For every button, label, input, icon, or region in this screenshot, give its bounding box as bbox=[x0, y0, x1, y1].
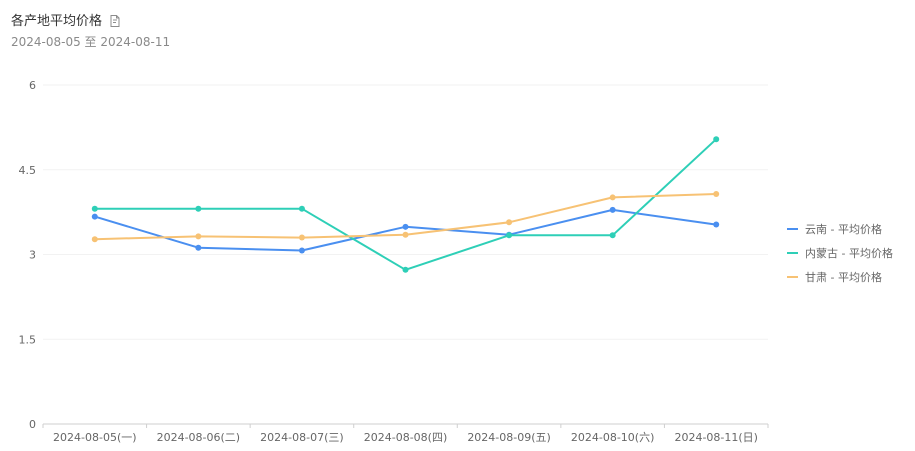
title-row: 各产地平均价格 bbox=[11, 10, 122, 29]
data-point bbox=[91, 213, 98, 220]
data-point bbox=[506, 219, 513, 226]
y-tick-label: 1.5 bbox=[19, 333, 37, 346]
series-lines bbox=[94, 138, 717, 271]
data-point bbox=[298, 234, 305, 241]
y-tick-label: 6 bbox=[29, 79, 36, 92]
data-point bbox=[195, 233, 202, 240]
x-tick-label: 2024-08-10(六) bbox=[571, 431, 655, 444]
legend-item-label: 甘肃 - 平均价格 bbox=[805, 270, 882, 284]
data-point bbox=[91, 205, 98, 212]
data-point bbox=[91, 236, 98, 243]
data-point bbox=[298, 205, 305, 212]
x-tick-label: 2024-08-08(四) bbox=[364, 431, 448, 444]
x-tick-label: 2024-08-09(五) bbox=[467, 431, 551, 444]
legend-item-label: 云南 - 平均价格 bbox=[805, 222, 882, 236]
legend-item-label: 内蒙古 - 平均价格 bbox=[805, 246, 893, 260]
series-points bbox=[91, 136, 720, 273]
data-point bbox=[609, 232, 616, 239]
data-point bbox=[713, 191, 720, 198]
export-icon[interactable] bbox=[108, 13, 122, 27]
y-tick-label: 0 bbox=[29, 418, 36, 431]
x-axis-ticks: 2024-08-05(一) 2024-08-06(二) 2024-08-07(三) 2… bbox=[53, 431, 758, 444]
x-axis bbox=[42, 423, 769, 428]
series-line bbox=[94, 138, 717, 271]
series-line bbox=[94, 208, 717, 252]
x-tick-label: 2024-08-06(二) bbox=[157, 431, 241, 444]
y-tick-label: 3 bbox=[29, 249, 36, 262]
x-tick-label: 2024-08-05(一) bbox=[53, 431, 137, 444]
data-point bbox=[298, 247, 305, 254]
x-tick-label: 2024-08-11(日) bbox=[674, 431, 758, 444]
grid-lines bbox=[43, 84, 768, 340]
data-point bbox=[195, 205, 202, 212]
chart-subtitle: 2024-08-05 至 2024-08-11 bbox=[11, 35, 171, 49]
data-point bbox=[713, 221, 720, 228]
data-point bbox=[609, 194, 616, 201]
data-point bbox=[195, 244, 202, 251]
data-point bbox=[713, 136, 720, 143]
data-point bbox=[402, 231, 409, 238]
data-point bbox=[402, 266, 409, 273]
data-point bbox=[506, 232, 513, 239]
x-tick-label: 2024-08-07(三) bbox=[260, 431, 344, 444]
data-point bbox=[402, 223, 409, 230]
y-axis-ticks: 0 1.5 3 4.5 6 bbox=[19, 79, 37, 431]
data-point bbox=[609, 206, 616, 213]
chart-title: 各产地平均价格 bbox=[11, 14, 103, 29]
y-tick-label: 4.5 bbox=[19, 164, 37, 177]
